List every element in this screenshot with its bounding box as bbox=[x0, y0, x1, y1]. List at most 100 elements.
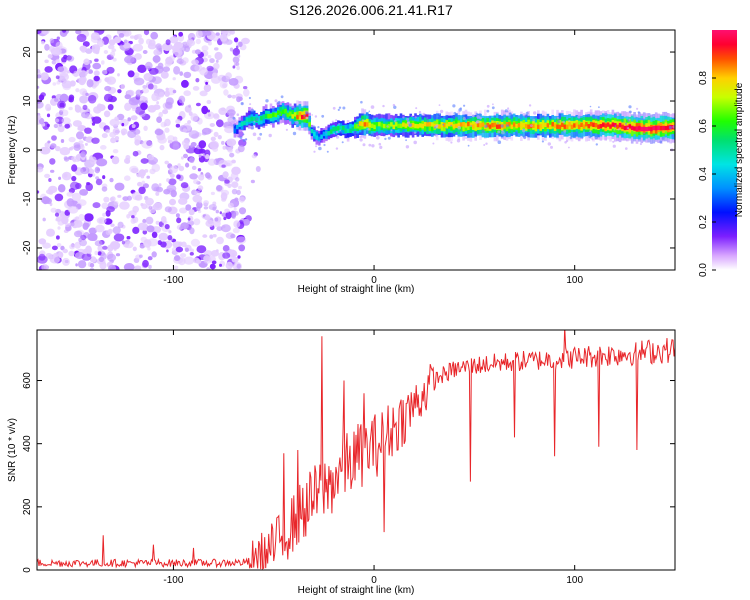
track-fleck bbox=[378, 142, 382, 146]
noise-speck bbox=[205, 219, 215, 228]
track-cell bbox=[279, 107, 282, 116]
noise-speck bbox=[94, 71, 99, 76]
noise-speck bbox=[222, 171, 229, 179]
track-cell bbox=[281, 109, 285, 114]
track-cell bbox=[640, 126, 644, 132]
track-fleck bbox=[433, 132, 436, 135]
snr-y-label: SNR (10 * v/v) bbox=[7, 418, 18, 482]
noise-speck bbox=[235, 236, 247, 244]
noise-speck bbox=[103, 110, 111, 118]
noise-speck bbox=[209, 140, 219, 150]
track-cell bbox=[573, 123, 576, 128]
noise-speck bbox=[38, 117, 45, 125]
track-fleck bbox=[312, 125, 316, 129]
track-cell bbox=[486, 122, 489, 128]
track-cell bbox=[570, 124, 574, 130]
track-cell bbox=[272, 112, 275, 117]
track-fleck bbox=[496, 122, 499, 125]
track-cell bbox=[561, 122, 564, 127]
track-fleck bbox=[413, 131, 417, 135]
noise-speck bbox=[123, 39, 128, 44]
track-cell bbox=[580, 122, 583, 127]
track-cell bbox=[440, 122, 444, 127]
noise-speck bbox=[134, 139, 141, 146]
track-cell bbox=[602, 122, 605, 127]
noise-speck bbox=[169, 198, 176, 206]
track-cell bbox=[609, 124, 612, 129]
noise-speck bbox=[140, 158, 149, 164]
track-fleck bbox=[486, 109, 490, 113]
noise-speck bbox=[80, 234, 87, 241]
noise-speck bbox=[202, 66, 205, 70]
noise-speck bbox=[190, 238, 200, 247]
track-fleck bbox=[478, 113, 482, 117]
noise-speck bbox=[55, 216, 62, 222]
noise-speck bbox=[215, 32, 220, 36]
track-fleck bbox=[311, 114, 314, 116]
track-fleck bbox=[483, 144, 486, 146]
noise-speck bbox=[124, 94, 132, 100]
noise-speck bbox=[223, 89, 229, 96]
noise-speck bbox=[57, 66, 65, 72]
noise-speck bbox=[78, 237, 82, 243]
noise-speck bbox=[87, 69, 93, 74]
noise-speck bbox=[174, 254, 181, 261]
track-cell bbox=[481, 122, 485, 127]
noise-speck bbox=[198, 154, 202, 158]
track-cell bbox=[327, 131, 331, 136]
noise-speck bbox=[185, 162, 190, 168]
noise-speck bbox=[158, 111, 163, 118]
noise-speck bbox=[206, 99, 212, 105]
track-cell bbox=[616, 124, 619, 129]
track-fleck bbox=[637, 111, 640, 114]
track-cell bbox=[356, 124, 359, 129]
track-fleck bbox=[337, 108, 340, 111]
noise-speck bbox=[224, 126, 235, 134]
noise-speck bbox=[237, 145, 245, 153]
track-fleck bbox=[589, 130, 592, 133]
spectrogram-y-tick-label: 10 bbox=[22, 95, 33, 107]
noise-speck bbox=[73, 230, 83, 238]
track-cell bbox=[582, 124, 586, 129]
track-fleck bbox=[368, 110, 371, 113]
track-fleck bbox=[232, 116, 236, 120]
track-cell bbox=[411, 123, 415, 128]
noise-speck bbox=[158, 232, 169, 241]
track-cell bbox=[546, 123, 550, 128]
track-fleck bbox=[232, 124, 236, 127]
track-cell bbox=[476, 122, 480, 128]
noise-speck bbox=[211, 260, 217, 265]
spectrogram-x-tick-label: 100 bbox=[566, 275, 583, 286]
track-cell bbox=[659, 125, 663, 131]
track-cell bbox=[575, 122, 579, 127]
noise-speck bbox=[107, 244, 114, 252]
track-cell bbox=[522, 122, 526, 128]
noise-speck bbox=[155, 191, 160, 196]
noise-speck bbox=[205, 154, 210, 160]
noise-speck bbox=[54, 193, 64, 202]
noise-speck bbox=[92, 202, 101, 209]
noise-speck bbox=[226, 138, 237, 147]
noise-speck bbox=[182, 57, 189, 64]
noise-speck bbox=[185, 204, 192, 211]
track-fleck bbox=[315, 145, 318, 148]
track-cell bbox=[585, 122, 588, 127]
noise-speck bbox=[203, 84, 212, 93]
track-fleck bbox=[486, 104, 490, 108]
noise-speck bbox=[195, 259, 202, 264]
noise-speck bbox=[59, 107, 65, 112]
noise-speck bbox=[189, 227, 195, 235]
track-cell bbox=[370, 123, 374, 128]
noise-speck bbox=[91, 44, 101, 52]
noise-speck bbox=[103, 196, 110, 203]
track-fleck bbox=[476, 114, 480, 119]
track-fleck bbox=[618, 114, 621, 116]
noise-speck bbox=[78, 213, 85, 222]
noise-speck bbox=[59, 147, 71, 156]
track-cell bbox=[392, 124, 396, 130]
noise-speck bbox=[123, 263, 135, 270]
noise-speck bbox=[114, 182, 125, 191]
snr-x-tick-label: -100 bbox=[163, 575, 183, 586]
track-fleck bbox=[467, 144, 470, 147]
noise-speck bbox=[90, 32, 100, 41]
